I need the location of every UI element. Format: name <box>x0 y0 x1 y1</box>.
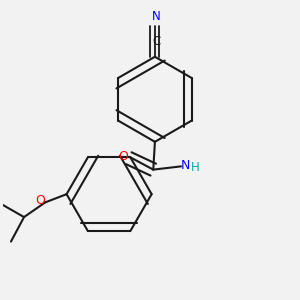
Text: O: O <box>35 194 45 207</box>
Text: H: H <box>190 161 199 174</box>
Text: N: N <box>180 159 190 172</box>
Text: N: N <box>152 10 160 23</box>
Text: C: C <box>152 34 161 48</box>
Text: O: O <box>118 150 128 163</box>
